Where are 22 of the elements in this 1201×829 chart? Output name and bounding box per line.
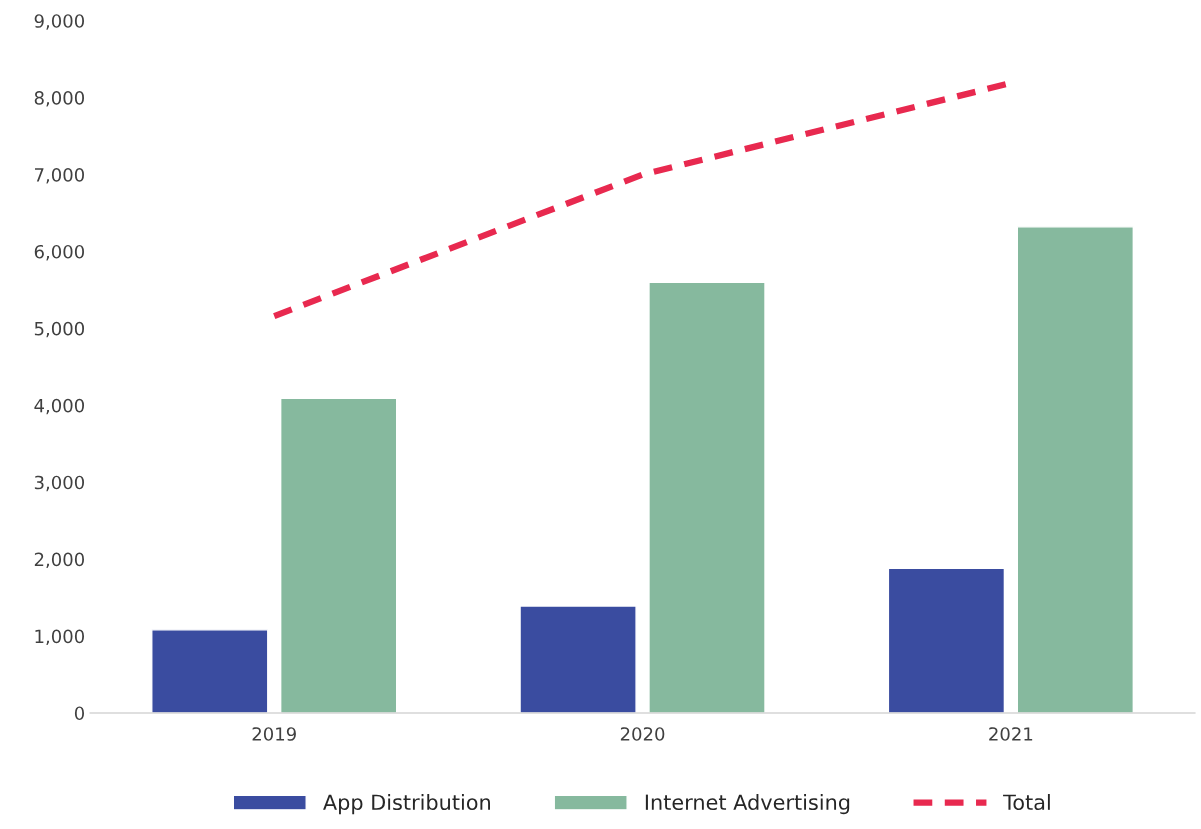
y-tick-label: 2,000 [34, 552, 85, 569]
bar [151, 629, 269, 713]
y-tick-label: 0 [74, 706, 85, 721]
bar [887, 567, 1006, 713]
legend-label: Total [1003, 793, 1050, 811]
bar [519, 605, 637, 713]
bar [648, 281, 766, 713]
y-tick-label: 7,000 [35, 168, 85, 184]
y-tick-label: 1,000 [35, 629, 85, 645]
legend-label: Internet Advertising [645, 793, 850, 815]
y-tick-label: 8,000 [34, 91, 85, 107]
y-tick-label: 6,000 [34, 244, 85, 261]
x-tick-label: 2019 [252, 727, 296, 741]
x-tick-label: 2021 [989, 727, 1033, 741]
y-tick-label: 5,000 [34, 321, 85, 338]
bar [279, 397, 398, 713]
y-tick-label: 3,000 [34, 475, 85, 492]
x-tick-label: 2020 [620, 727, 665, 741]
y-tick-label: 9,000 [34, 14, 85, 30]
bar [1016, 226, 1134, 713]
y-tick-label: 4,000 [34, 398, 85, 415]
legend-label: App Distribution [323, 793, 490, 815]
